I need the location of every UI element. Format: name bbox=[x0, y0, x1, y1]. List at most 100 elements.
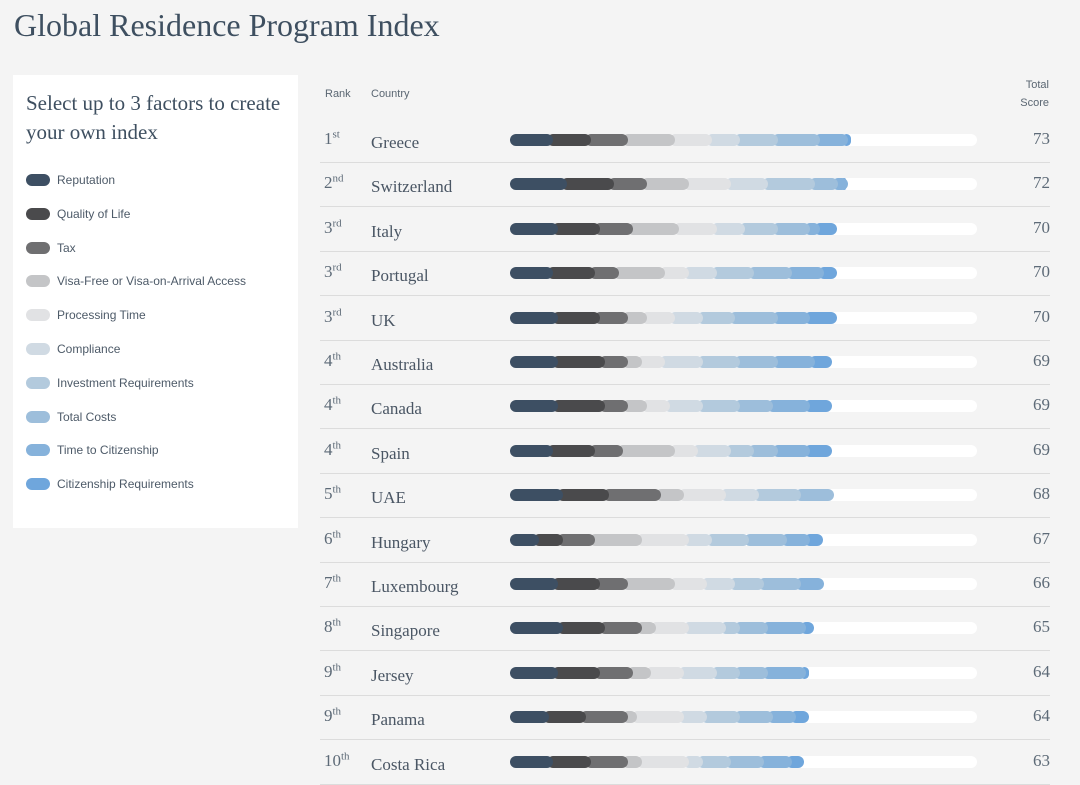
legend-label: Time to Citizenship bbox=[57, 443, 159, 458]
bar-segment bbox=[510, 222, 559, 235]
bar-segment bbox=[701, 578, 736, 590]
total-score-value: 64 bbox=[1033, 661, 1050, 681]
bar-segment bbox=[734, 622, 769, 635]
bar-segment bbox=[552, 311, 601, 324]
rank-number: 2 bbox=[324, 173, 333, 193]
bar-segment bbox=[804, 311, 837, 324]
table-row[interactable]: 8th Singapore 65 bbox=[320, 607, 1050, 652]
table-row[interactable]: 3rd UK 70 bbox=[320, 297, 1050, 341]
legend-item-factor[interactable]: Reputation bbox=[26, 170, 115, 190]
bar-segment bbox=[552, 578, 601, 590]
bar-segment bbox=[701, 711, 741, 724]
bar-segment bbox=[556, 533, 596, 546]
rank-suffix: th bbox=[332, 439, 342, 452]
country-name: Singapore bbox=[371, 621, 440, 641]
legend-swatch bbox=[26, 444, 50, 457]
total-score-value: 66 bbox=[1033, 573, 1050, 592]
bar-segment bbox=[622, 578, 675, 590]
bar-segment bbox=[533, 533, 563, 546]
rank-number: 3 bbox=[324, 306, 333, 326]
total-score-value: 73 bbox=[1033, 129, 1050, 148]
legend-item-factor[interactable]: Investment Requirements bbox=[26, 373, 194, 393]
legend-swatch bbox=[26, 343, 50, 355]
bar-segment bbox=[785, 267, 825, 280]
bar-segment bbox=[598, 400, 629, 413]
bar-segment bbox=[710, 267, 755, 280]
bar-segment bbox=[720, 489, 759, 502]
total-score-value: 69 bbox=[1033, 439, 1050, 459]
legend-item-factor[interactable]: Visa-Free or Visa-on-Arrival Access bbox=[26, 271, 246, 291]
table-row[interactable]: 3rd Portugal 70 bbox=[320, 252, 1050, 297]
table-row[interactable]: 6th Hungary 67 bbox=[320, 519, 1050, 563]
legend-item-factor[interactable]: Time to Citizenship bbox=[26, 440, 159, 460]
total-score-value: 64 bbox=[1033, 706, 1050, 726]
total-score-value: 69 bbox=[1033, 351, 1050, 370]
bar-segment bbox=[696, 755, 731, 768]
rank-number: 8 bbox=[324, 617, 333, 637]
legend-item-factor[interactable]: Tax bbox=[26, 238, 76, 258]
legend-label: Quality of Life bbox=[57, 206, 131, 221]
legend-swatch bbox=[26, 275, 50, 288]
legend-label: Citizenship Requirements bbox=[57, 477, 194, 492]
bar-segment bbox=[678, 711, 708, 724]
bar-segment bbox=[762, 622, 806, 635]
rank-number: 4 bbox=[324, 351, 333, 370]
table-row[interactable]: 4th Australia 69 bbox=[320, 341, 1050, 385]
score-bar-track bbox=[510, 267, 977, 280]
rank-number: 1 bbox=[324, 129, 333, 148]
row-divider bbox=[320, 517, 1050, 519]
bar-segment bbox=[724, 755, 764, 768]
bar-segment bbox=[547, 267, 596, 280]
bar-segment bbox=[636, 755, 689, 768]
bar-segment bbox=[589, 267, 619, 280]
rank-suffix: th bbox=[332, 616, 342, 629]
rank-cell: 6th bbox=[324, 527, 342, 549]
total-score-value: 70 bbox=[1033, 306, 1050, 326]
rank-cell: 4th bbox=[324, 395, 341, 415]
row-divider bbox=[320, 739, 1050, 741]
country-name: Australia bbox=[371, 355, 434, 374]
rank-suffix: st bbox=[332, 128, 340, 141]
legend-swatch bbox=[26, 410, 50, 423]
bar-segment bbox=[706, 533, 750, 546]
bar-segment bbox=[734, 134, 778, 146]
rank-suffix: th bbox=[332, 527, 342, 540]
bar-segment bbox=[510, 311, 559, 324]
bar-segment bbox=[547, 755, 591, 768]
legend-item-factor[interactable]: Total Costs bbox=[26, 407, 116, 427]
country-name: Greece bbox=[371, 133, 420, 152]
country-name: Spain bbox=[371, 443, 410, 463]
legend-item-factor[interactable]: Quality of Life bbox=[26, 204, 130, 224]
row-divider bbox=[320, 428, 1050, 430]
table-row[interactable]: 9th Jersey 64 bbox=[320, 652, 1050, 696]
bar-segment bbox=[510, 578, 559, 590]
legend-item-factor[interactable]: Processing Time bbox=[26, 305, 146, 325]
bar-segment bbox=[636, 356, 666, 368]
bar-segment bbox=[668, 311, 703, 324]
country-name: Canada bbox=[371, 399, 422, 419]
legend-item-factor[interactable]: Citizenship Requirements bbox=[26, 474, 194, 494]
legend-swatch bbox=[26, 241, 50, 254]
rank-suffix: rd bbox=[332, 261, 342, 274]
bar-segment bbox=[594, 578, 629, 590]
table-row[interactable]: 4th Canada 69 bbox=[320, 385, 1050, 430]
table-row[interactable]: 3rd Italy 70 bbox=[320, 208, 1050, 252]
table-row[interactable]: 2nd Switzerland 72 bbox=[320, 163, 1050, 208]
score-bar-track bbox=[510, 356, 977, 368]
bar-segment bbox=[748, 444, 778, 457]
table-row[interactable]: 10th Costa Rica 63 bbox=[320, 741, 1050, 785]
row-divider bbox=[320, 783, 1050, 785]
bar-segment bbox=[640, 400, 671, 413]
table-row[interactable]: 4th Spain 69 bbox=[320, 430, 1050, 474]
bar-segment bbox=[622, 400, 647, 413]
bar-segment bbox=[584, 134, 629, 146]
table-row[interactable]: 7th Luxembourg 66 bbox=[320, 563, 1050, 607]
row-divider bbox=[320, 206, 1050, 208]
page-title: Global Residence Program Index bbox=[14, 7, 440, 43]
bar-segment bbox=[804, 444, 833, 457]
table-row[interactable]: 9th Panama 64 bbox=[320, 696, 1050, 741]
table-row[interactable]: 5th UAE 68 bbox=[320, 474, 1050, 519]
legend-item-factor[interactable]: Compliance bbox=[26, 339, 120, 359]
table-row[interactable]: 1st Greece 73 bbox=[320, 119, 1050, 163]
bar-segment bbox=[752, 489, 801, 502]
